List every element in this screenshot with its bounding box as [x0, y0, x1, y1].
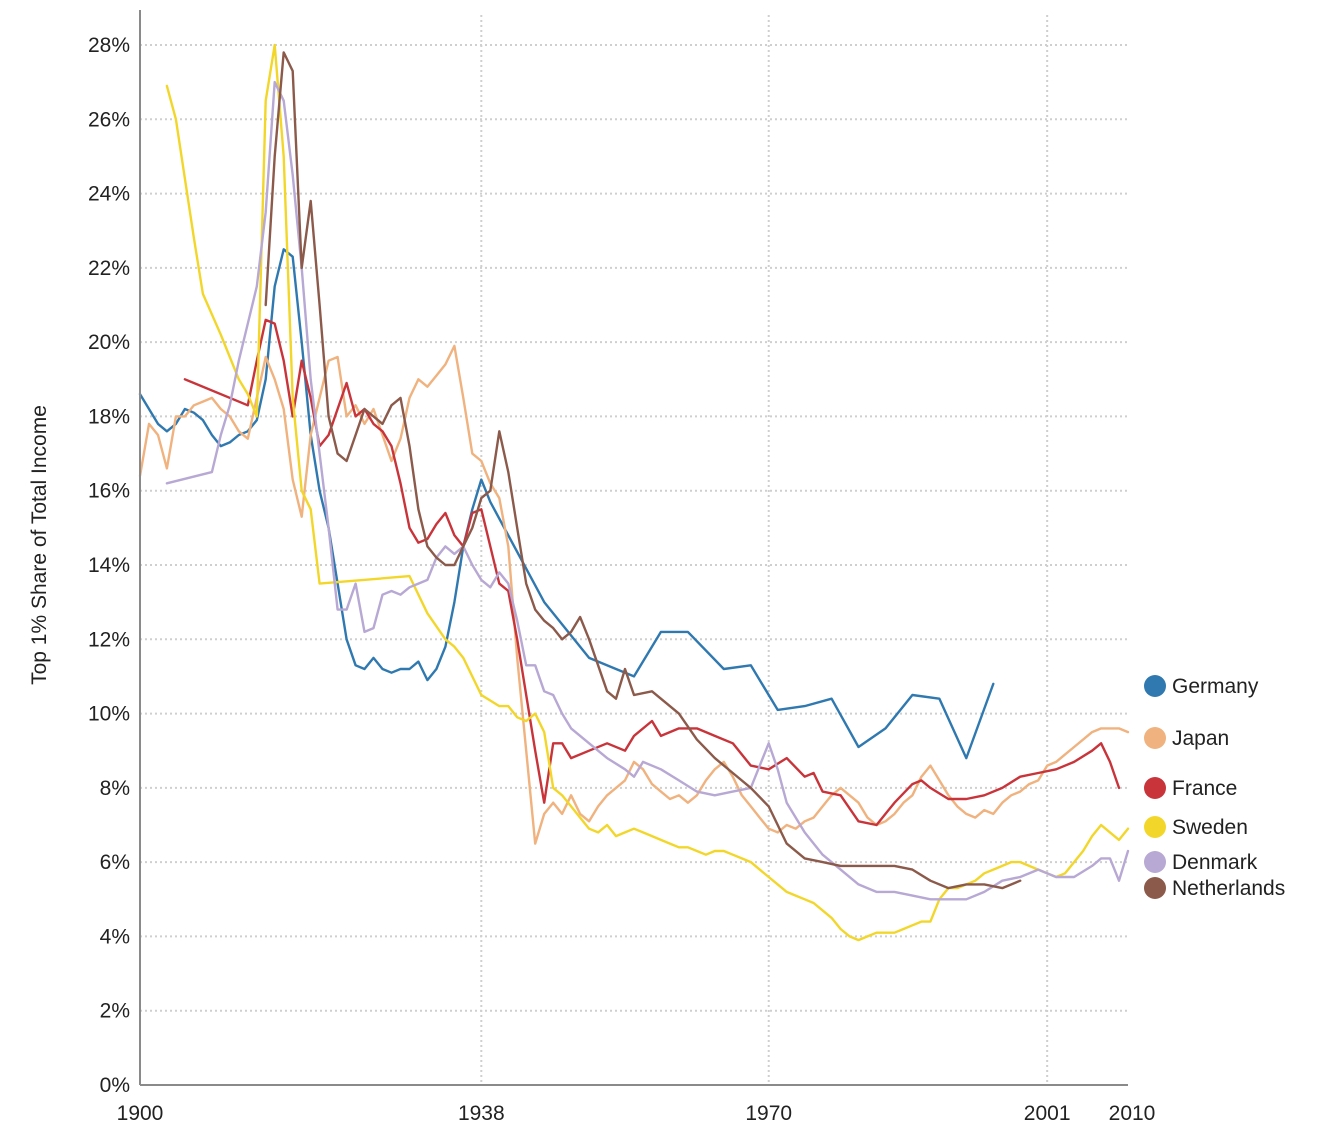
- series-line-japan: [138, 344, 1130, 845]
- y-tick-label: 24%: [88, 183, 130, 206]
- x-tick-labels: 1900 1938 1970 2001 2010: [117, 1102, 1156, 1125]
- x-tick-label: 2001: [1024, 1102, 1071, 1125]
- y-tick-label: 14%: [88, 554, 130, 577]
- x-tick-label: 2010: [1109, 1102, 1156, 1125]
- y-tick-label: 18%: [88, 405, 130, 428]
- y-tick-label: 6%: [100, 851, 130, 874]
- y-tick-label: 10%: [88, 703, 130, 726]
- legend-swatch-france: [1144, 777, 1166, 799]
- y-tick-label: 2%: [100, 1000, 130, 1023]
- gridlines: [140, 15, 1128, 1085]
- legend-label-denmark: Denmark: [1172, 851, 1258, 874]
- y-tick-label: 16%: [88, 480, 130, 503]
- series-line-france: [183, 318, 1121, 827]
- series-line-denmark: [165, 80, 1130, 901]
- legend-label-sweden: Sweden: [1172, 816, 1248, 839]
- y-tick-label: 4%: [100, 925, 130, 948]
- series-line-netherlands: [264, 51, 1022, 890]
- x-tick-label: 1938: [458, 1102, 505, 1125]
- x-tick-label: 1970: [745, 1102, 792, 1125]
- y-tick-label: 0%: [100, 1074, 130, 1097]
- series-lines: [138, 43, 1130, 942]
- legend-label-netherlands: Netherlands: [1172, 877, 1285, 900]
- y-tick-label: 20%: [88, 331, 130, 354]
- legend: Germany Japan France Sweden Denmark Netherlan…: [1144, 675, 1285, 900]
- y-tick-label: 12%: [88, 628, 130, 651]
- legend-label-france: France: [1172, 777, 1237, 800]
- axes: [139, 10, 1128, 1086]
- series-line-germany: [138, 248, 995, 760]
- legend-label-japan: Japan: [1172, 727, 1229, 750]
- legend-swatch-germany: [1144, 675, 1166, 697]
- x-tick-label: 1900: [117, 1102, 164, 1125]
- y-tick-label: 28%: [88, 34, 130, 57]
- y-tick-label: 22%: [88, 257, 130, 280]
- legend-swatch-denmark: [1144, 851, 1166, 873]
- y-tick-label: 8%: [100, 777, 130, 800]
- y-tick-label: 26%: [88, 108, 130, 131]
- y-axis-title: Top 1% Share of Total Income: [28, 405, 51, 685]
- legend-label-germany: Germany: [1172, 675, 1259, 698]
- legend-swatch-netherlands: [1144, 877, 1166, 899]
- series-line-sweden: [165, 43, 1130, 942]
- y-tick-labels: 0% 2% 4% 6% 8% 10% 12% 14% 16% 18% 20% 22% 24% 26% 28%: [88, 34, 130, 1097]
- legend-swatch-sweden: [1144, 816, 1166, 838]
- legend-swatch-japan: [1144, 727, 1166, 749]
